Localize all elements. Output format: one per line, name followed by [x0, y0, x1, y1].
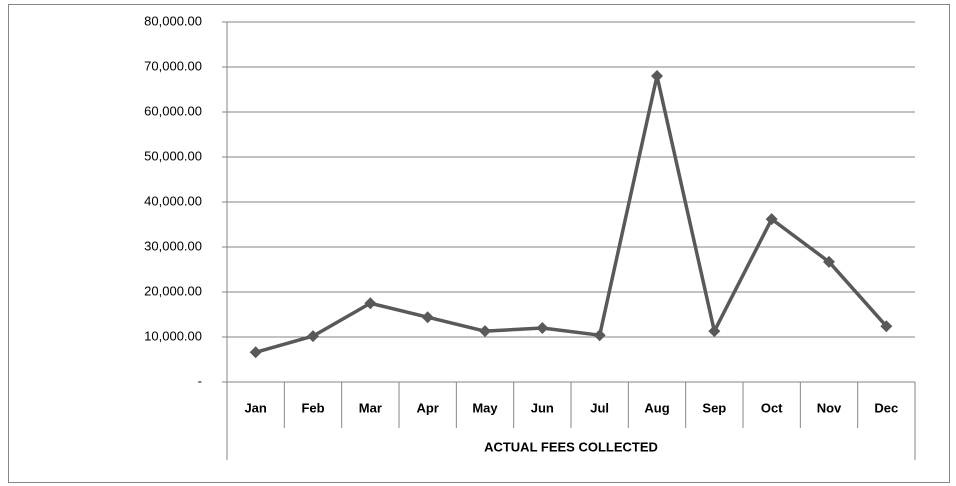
marker: [249, 346, 262, 359]
y-tick-label: 50,000.00: [144, 148, 202, 163]
y-tick-label: -: [198, 373, 202, 388]
y-tick-label: 70,000.00: [144, 58, 202, 73]
chart-border: [8, 4, 950, 483]
marker: [536, 322, 549, 334]
marker: [421, 311, 434, 324]
y-tick-label: 60,000.00: [144, 103, 202, 118]
y-tick-label: 40,000.00: [144, 193, 202, 208]
y-tick-label: 30,000.00: [144, 238, 202, 253]
marker: [708, 325, 721, 338]
x-tick-label: Dec: [874, 400, 898, 415]
marker: [593, 329, 606, 342]
x-tick-label: Nov: [817, 400, 842, 415]
category-group-label: ACTUAL FEES COLLECTED: [484, 439, 658, 454]
x-tick-label: Mar: [359, 400, 382, 415]
x-tick-label: Apr: [416, 400, 438, 415]
marker: [479, 325, 491, 338]
marker: [765, 213, 778, 226]
x-tick-label: Sep: [702, 400, 726, 415]
marker: [880, 320, 893, 333]
x-tick-label: Oct: [761, 400, 783, 415]
x-tick-label: Aug: [644, 400, 669, 415]
marker: [823, 255, 835, 268]
series-line: [255, 74, 888, 354]
x-tick-label: May: [472, 400, 498, 415]
marker: [364, 297, 377, 310]
x-tick-label: Jun: [531, 400, 554, 415]
marker: [651, 70, 663, 82]
y-tick-label: 80,000.00: [144, 13, 202, 28]
marker: [307, 330, 319, 343]
y-tick-label: 20,000.00: [144, 283, 202, 298]
x-tick-label: Feb: [301, 400, 324, 415]
x-tick-label: Jul: [590, 400, 609, 415]
y-tick-label: 10,000.00: [144, 328, 202, 343]
x-tick-label: Jan: [244, 400, 266, 415]
